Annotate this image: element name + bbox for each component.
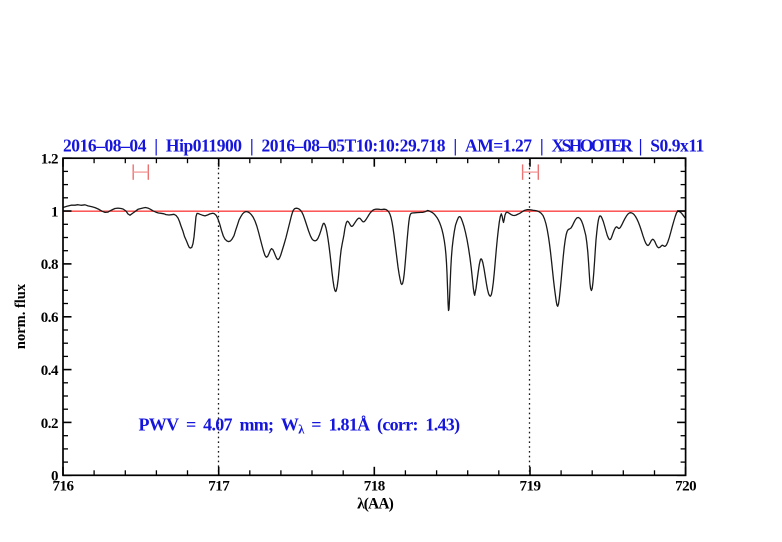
svg-text:720: 720 xyxy=(675,479,696,495)
svg-text:0.4: 0.4 xyxy=(41,363,59,379)
svg-text:0.6: 0.6 xyxy=(41,310,59,326)
svg-text:716: 716 xyxy=(53,479,75,495)
svg-text:2016–08–04 | Hip011900 | 2: 2016–08–04 | Hip011900 | 2016–08–05T10:1… xyxy=(63,135,704,155)
svg-text:0: 0 xyxy=(51,469,58,485)
svg-text:0.8: 0.8 xyxy=(41,257,58,273)
svg-text:717: 717 xyxy=(208,479,230,495)
svg-text:1.2: 1.2 xyxy=(41,152,58,168)
svg-text:PWV = 4.07 mm; Wλ = 1.81: PWV = 4.07 mm; Wλ = 1.81Å (corr: 1.43) xyxy=(139,415,461,437)
svg-text:718: 718 xyxy=(364,479,385,495)
svg-text:λ(AA): λ(AA) xyxy=(357,496,394,513)
svg-text:1: 1 xyxy=(51,204,58,220)
svg-text:719: 719 xyxy=(520,479,541,495)
svg-text:0.2: 0.2 xyxy=(41,416,58,432)
svg-text:norm. flux: norm. flux xyxy=(13,283,29,349)
